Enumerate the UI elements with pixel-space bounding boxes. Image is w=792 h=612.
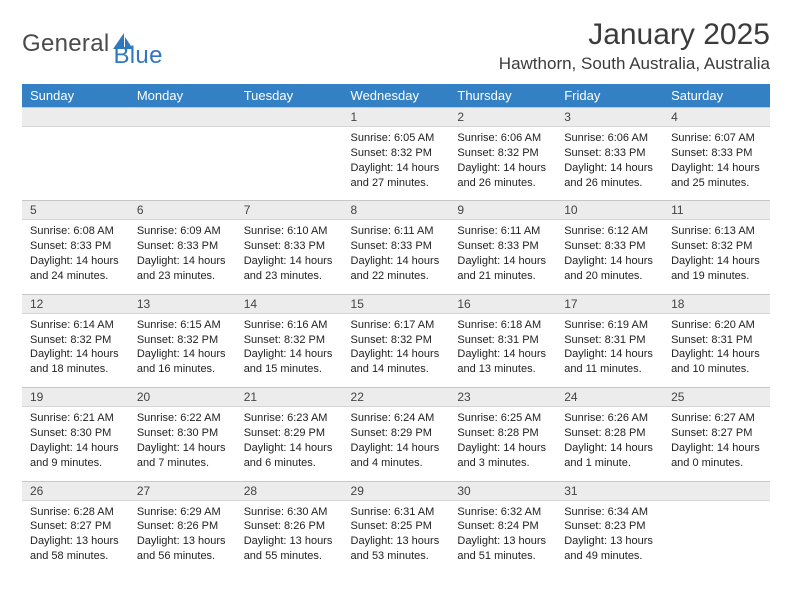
day-detail: Sunrise: 6:17 AM Sunset: 8:32 PM Dayligh… xyxy=(343,313,450,387)
week-4-detail-row: Sunrise: 6:21 AM Sunset: 8:30 PM Dayligh… xyxy=(22,407,770,481)
day-detail: Sunrise: 6:19 AM Sunset: 8:31 PM Dayligh… xyxy=(556,313,663,387)
week-5-daynum-row: 262728293031 xyxy=(22,481,770,500)
day-detail: Sunrise: 6:30 AM Sunset: 8:26 PM Dayligh… xyxy=(236,500,343,574)
col-wednesday: Wednesday xyxy=(343,84,450,108)
week-2-daynum-row: 567891011 xyxy=(22,201,770,220)
day-detail: Sunrise: 6:24 AM Sunset: 8:29 PM Dayligh… xyxy=(343,407,450,481)
day-number: 19 xyxy=(22,388,129,407)
col-tuesday: Tuesday xyxy=(236,84,343,108)
day-detail: Sunrise: 6:26 AM Sunset: 8:28 PM Dayligh… xyxy=(556,407,663,481)
day-detail: Sunrise: 6:27 AM Sunset: 8:27 PM Dayligh… xyxy=(663,407,770,481)
col-sunday: Sunday xyxy=(22,84,129,108)
day-number: 14 xyxy=(236,294,343,313)
calendar-body: 1234Sunrise: 6:05 AM Sunset: 8:32 PM Day… xyxy=(22,108,770,574)
title-block: January 2025 Hawthorn, South Australia, … xyxy=(499,18,770,74)
calendar-table: Sunday Monday Tuesday Wednesday Thursday… xyxy=(22,84,770,574)
logo: General Blue xyxy=(22,20,163,68)
day-detail: Sunrise: 6:18 AM Sunset: 8:31 PM Dayligh… xyxy=(449,313,556,387)
day-detail: Sunrise: 6:15 AM Sunset: 8:32 PM Dayligh… xyxy=(129,313,236,387)
day-number: 20 xyxy=(129,388,236,407)
week-1-detail-row: Sunrise: 6:05 AM Sunset: 8:32 PM Dayligh… xyxy=(22,127,770,201)
day-detail: Sunrise: 6:06 AM Sunset: 8:32 PM Dayligh… xyxy=(449,127,556,201)
day-number: 17 xyxy=(556,294,663,313)
day-detail: Sunrise: 6:05 AM Sunset: 8:32 PM Dayligh… xyxy=(343,127,450,201)
day-detail: Sunrise: 6:11 AM Sunset: 8:33 PM Dayligh… xyxy=(343,220,450,294)
day-detail: Sunrise: 6:13 AM Sunset: 8:32 PM Dayligh… xyxy=(663,220,770,294)
week-4-daynum-row: 19202122232425 xyxy=(22,388,770,407)
header: General Blue January 2025 Hawthorn, Sout… xyxy=(22,18,770,74)
day-detail: Sunrise: 6:28 AM Sunset: 8:27 PM Dayligh… xyxy=(22,500,129,574)
day-detail: Sunrise: 6:14 AM Sunset: 8:32 PM Dayligh… xyxy=(22,313,129,387)
day-number: 4 xyxy=(663,108,770,127)
day-detail: Sunrise: 6:12 AM Sunset: 8:33 PM Dayligh… xyxy=(556,220,663,294)
day-detail: Sunrise: 6:09 AM Sunset: 8:33 PM Dayligh… xyxy=(129,220,236,294)
day-number: 16 xyxy=(449,294,556,313)
day-number: 18 xyxy=(663,294,770,313)
day-detail: Sunrise: 6:20 AM Sunset: 8:31 PM Dayligh… xyxy=(663,313,770,387)
day-number: 25 xyxy=(663,388,770,407)
week-3-daynum-row: 12131415161718 xyxy=(22,294,770,313)
day-detail: Sunrise: 6:06 AM Sunset: 8:33 PM Dayligh… xyxy=(556,127,663,201)
day-number: 6 xyxy=(129,201,236,220)
day-detail: Sunrise: 6:16 AM Sunset: 8:32 PM Dayligh… xyxy=(236,313,343,387)
day-number: 27 xyxy=(129,481,236,500)
day-detail: Sunrise: 6:23 AM Sunset: 8:29 PM Dayligh… xyxy=(236,407,343,481)
col-thursday: Thursday xyxy=(449,84,556,108)
day-detail: Sunrise: 6:22 AM Sunset: 8:30 PM Dayligh… xyxy=(129,407,236,481)
day-detail: Sunrise: 6:10 AM Sunset: 8:33 PM Dayligh… xyxy=(236,220,343,294)
calendar-header-row: Sunday Monday Tuesday Wednesday Thursday… xyxy=(22,84,770,108)
day-number: 31 xyxy=(556,481,663,500)
week-1-daynum-row: 1234 xyxy=(22,108,770,127)
day-number: 1 xyxy=(343,108,450,127)
logo-text-blue: Blue xyxy=(113,42,162,70)
day-number: 23 xyxy=(449,388,556,407)
day-number xyxy=(22,108,129,127)
day-detail xyxy=(22,127,129,201)
day-detail: Sunrise: 6:31 AM Sunset: 8:25 PM Dayligh… xyxy=(343,500,450,574)
day-number: 3 xyxy=(556,108,663,127)
day-detail: Sunrise: 6:34 AM Sunset: 8:23 PM Dayligh… xyxy=(556,500,663,574)
day-detail: Sunrise: 6:08 AM Sunset: 8:33 PM Dayligh… xyxy=(22,220,129,294)
col-monday: Monday xyxy=(129,84,236,108)
day-number: 24 xyxy=(556,388,663,407)
day-number: 21 xyxy=(236,388,343,407)
day-detail xyxy=(663,500,770,574)
day-number: 13 xyxy=(129,294,236,313)
week-2-detail-row: Sunrise: 6:08 AM Sunset: 8:33 PM Dayligh… xyxy=(22,220,770,294)
logo-text-general: General xyxy=(22,30,109,58)
day-number: 28 xyxy=(236,481,343,500)
day-detail: Sunrise: 6:25 AM Sunset: 8:28 PM Dayligh… xyxy=(449,407,556,481)
day-number: 26 xyxy=(22,481,129,500)
day-detail: Sunrise: 6:32 AM Sunset: 8:24 PM Dayligh… xyxy=(449,500,556,574)
day-detail: Sunrise: 6:11 AM Sunset: 8:33 PM Dayligh… xyxy=(449,220,556,294)
day-number: 2 xyxy=(449,108,556,127)
day-detail: Sunrise: 6:21 AM Sunset: 8:30 PM Dayligh… xyxy=(22,407,129,481)
week-3-detail-row: Sunrise: 6:14 AM Sunset: 8:32 PM Dayligh… xyxy=(22,313,770,387)
day-number: 29 xyxy=(343,481,450,500)
month-year-title: January 2025 xyxy=(499,18,770,52)
day-detail xyxy=(129,127,236,201)
day-number xyxy=(663,481,770,500)
day-number: 15 xyxy=(343,294,450,313)
week-5-detail-row: Sunrise: 6:28 AM Sunset: 8:27 PM Dayligh… xyxy=(22,500,770,574)
location-subtitle: Hawthorn, South Australia, Australia xyxy=(499,54,770,74)
col-saturday: Saturday xyxy=(663,84,770,108)
day-number: 11 xyxy=(663,201,770,220)
day-detail: Sunrise: 6:07 AM Sunset: 8:33 PM Dayligh… xyxy=(663,127,770,201)
day-number: 5 xyxy=(22,201,129,220)
day-number: 7 xyxy=(236,201,343,220)
day-number: 22 xyxy=(343,388,450,407)
day-number xyxy=(129,108,236,127)
day-number: 10 xyxy=(556,201,663,220)
day-detail xyxy=(236,127,343,201)
day-number: 30 xyxy=(449,481,556,500)
calendar-page: { "brand": { "name_part1": "General", "n… xyxy=(0,0,792,612)
day-detail: Sunrise: 6:29 AM Sunset: 8:26 PM Dayligh… xyxy=(129,500,236,574)
col-friday: Friday xyxy=(556,84,663,108)
day-number: 12 xyxy=(22,294,129,313)
day-number xyxy=(236,108,343,127)
day-number: 8 xyxy=(343,201,450,220)
day-number: 9 xyxy=(449,201,556,220)
